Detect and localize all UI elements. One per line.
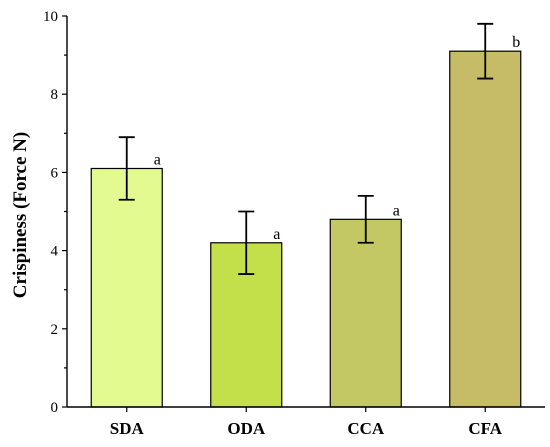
x-tick-label-cfa: CFA bbox=[468, 419, 502, 438]
bar-cca bbox=[329, 218, 402, 408]
plot-area: a SDA a ODA a CCA b CFA 0 2 4 6 8 10 bbox=[43, 9, 545, 438]
y-axis-label: Crispiness (Force N) bbox=[10, 132, 31, 298]
y-tick-label-2: 2 bbox=[51, 322, 59, 338]
y-tick-label-6: 6 bbox=[51, 165, 59, 181]
x-tick-label-sda: SDA bbox=[110, 419, 145, 438]
y-tick-label-0: 0 bbox=[51, 400, 59, 416]
y-tick-label-8: 8 bbox=[51, 87, 59, 103]
significance-label-oda: a bbox=[273, 226, 280, 243]
bar-sda bbox=[90, 167, 163, 408]
significance-label-sda: a bbox=[154, 151, 161, 168]
significance-label-cfa: b bbox=[512, 34, 520, 51]
x-tick-label-cca: CCA bbox=[347, 419, 385, 438]
significance-label-cca: a bbox=[393, 202, 400, 219]
bar-cfa bbox=[449, 50, 522, 408]
y-tick-label-4: 4 bbox=[51, 244, 59, 260]
x-tick-label-oda: ODA bbox=[227, 419, 266, 438]
y-tick-label-10: 10 bbox=[43, 9, 58, 25]
